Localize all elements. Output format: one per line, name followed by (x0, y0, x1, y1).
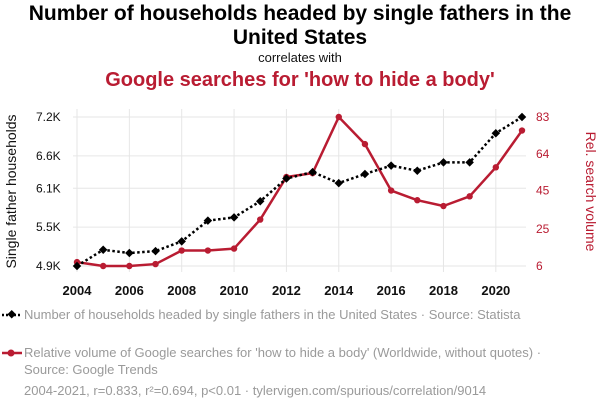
y-right-axis-title: Rel. search volume (583, 132, 599, 252)
y-right-tick-label: 45 (536, 184, 550, 198)
series2-point (99, 262, 107, 270)
series1-point (72, 261, 82, 271)
series1-point (439, 158, 448, 167)
y-right-tick-label: 25 (536, 222, 550, 236)
legend-series1-label: Number of households headed by single fa… (24, 307, 521, 322)
series2-point (335, 113, 342, 121)
series2-point (204, 247, 212, 254)
series2-point (178, 247, 185, 254)
series1-point (177, 237, 186, 246)
series1-point (465, 158, 474, 167)
legend-item-series1: Number of households headed by single fa… (24, 306, 584, 323)
series2-point (492, 164, 500, 171)
x-tick-label: 2008 (167, 283, 196, 298)
legend-series2-label: Relative volume of Google searches for '… (24, 345, 542, 377)
series1-point (98, 245, 108, 255)
y-right-tick-label: 6 (536, 259, 543, 273)
x-tick-label: 2018 (429, 283, 458, 298)
y-left-tick-label: 6.6K (36, 149, 61, 163)
series2-point (414, 197, 421, 204)
series2-point (440, 202, 447, 210)
series1-point (125, 248, 134, 258)
chart-title: Number of households headed by single fa… (28, 2, 572, 49)
series1-point (517, 112, 527, 122)
series1-point (229, 213, 239, 222)
series1-point (413, 166, 422, 176)
chart-subtitle: correlates with (258, 50, 342, 65)
series2-point (257, 216, 264, 223)
x-tick-label: 2014 (324, 283, 354, 298)
series2-line (76, 115, 524, 268)
chart: 4.9K 5.5K 6.1K 6.6K 7.2K 6 25 45 64 83 2004 2006 200… (3, 109, 599, 298)
series2-point (230, 245, 238, 252)
x-tick-label: 2016 (377, 283, 406, 298)
series1-point (255, 196, 265, 206)
x-tick-label: 2010 (220, 283, 249, 298)
y-left-tick-label: 4.9K (36, 259, 61, 273)
series2-point (518, 127, 526, 134)
series1-point (334, 178, 344, 188)
series1-point (491, 128, 501, 138)
footer-stats: 2004-2021, r=0.833, r²=0.694, p<0.01 · t… (24, 383, 487, 398)
legend-series2-symbol (2, 349, 22, 357)
series2-point (152, 260, 159, 268)
x-tick-label: 2006 (115, 283, 144, 298)
series1-line (76, 115, 523, 268)
x-tick-label: 2004 (63, 283, 93, 298)
series1-point (360, 169, 370, 179)
series2-point (126, 262, 133, 270)
legend-item-series2: Relative volume of Google searches for '… (24, 344, 584, 378)
y-left-tick-label: 7.2K (36, 110, 61, 124)
series1-point (151, 246, 160, 256)
series2-point (466, 193, 473, 200)
series2-point (387, 187, 395, 194)
legend-series1-symbol (2, 310, 22, 319)
x-tick-label: 2012 (272, 283, 301, 298)
series1-point (282, 174, 291, 183)
series1-point (203, 216, 213, 225)
x-tick-label: 2020 (481, 283, 510, 298)
y-right-tick-label: 83 (536, 110, 550, 124)
series1-point (308, 167, 317, 177)
y-right-tick-label: 64 (536, 147, 550, 161)
y-left-axis-title: Single father households (3, 114, 19, 268)
series1-point (386, 161, 396, 170)
series2-point (361, 140, 369, 148)
y-left-tick-label: 6.1K (36, 181, 61, 195)
y-left-tick-label: 5.5K (36, 220, 61, 234)
chart-title-secondary: Google searches for 'how to hide a body' (105, 69, 495, 91)
